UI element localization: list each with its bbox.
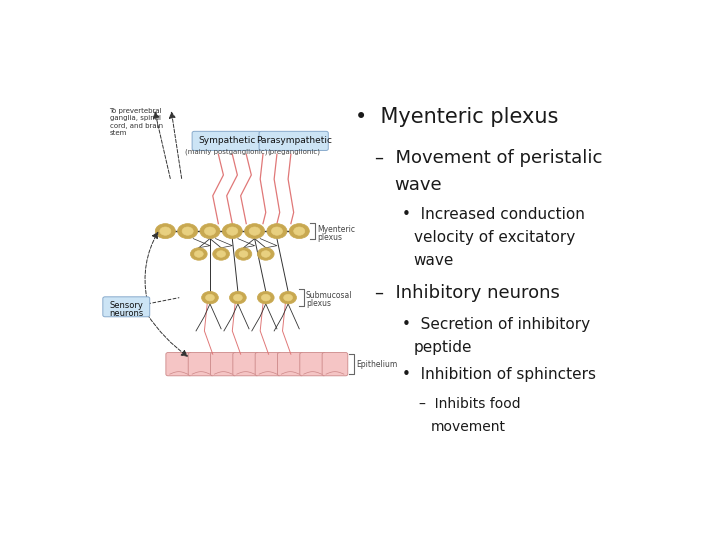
Circle shape xyxy=(200,224,220,239)
Circle shape xyxy=(249,227,260,235)
Text: velocity of excitatory: velocity of excitatory xyxy=(413,230,575,245)
Circle shape xyxy=(280,292,297,304)
Circle shape xyxy=(258,292,274,304)
Circle shape xyxy=(289,224,310,239)
FancyBboxPatch shape xyxy=(188,353,214,376)
Circle shape xyxy=(227,227,238,235)
Text: Sensory: Sensory xyxy=(109,301,143,310)
FancyBboxPatch shape xyxy=(255,353,281,376)
Text: Epithelium: Epithelium xyxy=(356,360,397,369)
Circle shape xyxy=(205,294,215,301)
Text: Submucosal: Submucosal xyxy=(306,291,353,300)
Circle shape xyxy=(217,251,225,258)
Text: (preganglionic): (preganglionic) xyxy=(267,149,320,156)
Circle shape xyxy=(156,224,176,239)
Circle shape xyxy=(239,251,248,258)
FancyBboxPatch shape xyxy=(233,353,258,376)
FancyBboxPatch shape xyxy=(300,353,325,376)
Text: ganglia, spinal: ganglia, spinal xyxy=(109,115,161,121)
Text: movement: movement xyxy=(431,420,505,434)
Circle shape xyxy=(194,251,203,258)
Circle shape xyxy=(258,248,274,260)
Text: plexus: plexus xyxy=(317,233,342,242)
Text: •  Secretion of inhibitory: • Secretion of inhibitory xyxy=(402,317,590,332)
Circle shape xyxy=(233,294,243,301)
Circle shape xyxy=(284,294,292,301)
Circle shape xyxy=(267,224,287,239)
Text: To prevertebral: To prevertebral xyxy=(109,107,162,113)
FancyBboxPatch shape xyxy=(103,297,150,317)
Text: neurons: neurons xyxy=(109,309,143,318)
Text: –  Inhibits food: – Inhibits food xyxy=(419,397,521,411)
Text: •  Myenteric plexus: • Myenteric plexus xyxy=(355,107,559,127)
Text: plexus: plexus xyxy=(306,299,331,308)
Circle shape xyxy=(261,251,270,258)
Text: •  Inhibition of sphincters: • Inhibition of sphincters xyxy=(402,367,596,382)
FancyBboxPatch shape xyxy=(166,353,192,376)
Circle shape xyxy=(204,227,215,235)
Text: stem: stem xyxy=(109,130,127,136)
Circle shape xyxy=(245,224,265,239)
FancyBboxPatch shape xyxy=(192,131,261,151)
Circle shape xyxy=(261,294,270,301)
Text: (mainly postganglionic): (mainly postganglionic) xyxy=(186,149,268,156)
Circle shape xyxy=(182,227,193,235)
FancyBboxPatch shape xyxy=(322,353,348,376)
Text: –  Movement of peristalic: – Movement of peristalic xyxy=(374,150,602,167)
Circle shape xyxy=(230,292,246,304)
Text: –  Inhibitory neurons: – Inhibitory neurons xyxy=(374,285,559,302)
Circle shape xyxy=(294,227,305,235)
Text: peptide: peptide xyxy=(413,340,472,355)
Circle shape xyxy=(222,224,243,239)
Circle shape xyxy=(160,227,171,235)
Text: Sympathetic: Sympathetic xyxy=(198,136,256,145)
Text: wave: wave xyxy=(394,177,442,194)
Circle shape xyxy=(213,248,230,260)
FancyBboxPatch shape xyxy=(277,353,303,376)
Text: Myenteric: Myenteric xyxy=(317,225,355,233)
Circle shape xyxy=(178,224,198,239)
FancyBboxPatch shape xyxy=(210,353,236,376)
Circle shape xyxy=(190,248,207,260)
Text: cord, and brain: cord, and brain xyxy=(109,123,163,129)
Text: Parasympathetic: Parasympathetic xyxy=(256,136,332,145)
Circle shape xyxy=(235,248,252,260)
FancyBboxPatch shape xyxy=(259,131,328,151)
Text: wave: wave xyxy=(413,253,454,268)
Circle shape xyxy=(271,227,282,235)
Text: •  Increased conduction: • Increased conduction xyxy=(402,207,585,222)
Circle shape xyxy=(202,292,218,304)
